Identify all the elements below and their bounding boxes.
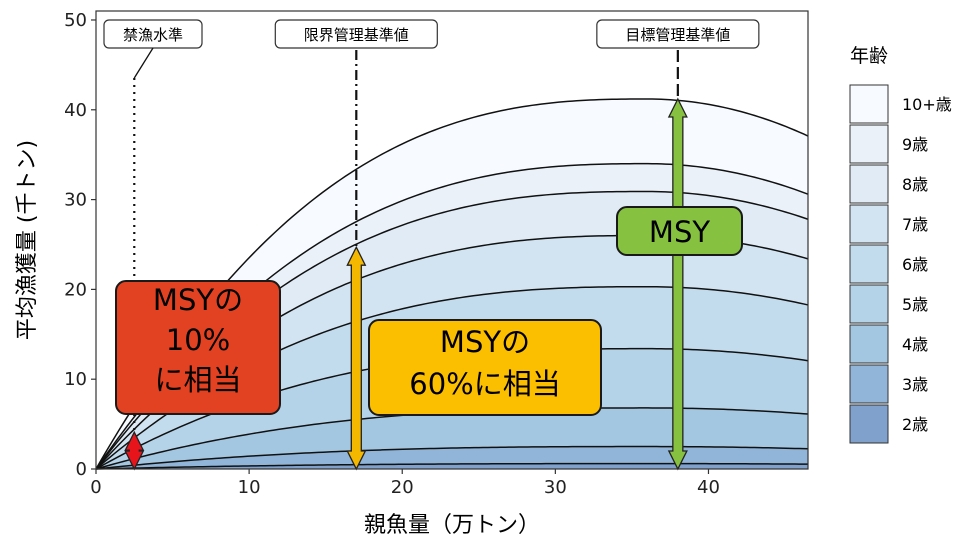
y-tick-label: 10: [64, 369, 87, 390]
ref-label-text: 目標管理基準値: [625, 26, 730, 44]
y-tick-label: 0: [76, 459, 87, 480]
legend-swatch: [849, 244, 889, 284]
callout-box: [115, 280, 281, 415]
legend-swatch: [849, 84, 889, 124]
x-tick-label: 10: [238, 477, 261, 498]
curve-2歳: [95, 462, 809, 470]
ref-label-box: [274, 19, 438, 49]
ref-label-text: 禁漁水準: [123, 26, 183, 44]
y-tick-label: 50: [64, 10, 87, 31]
legend-label: 4歳: [902, 335, 928, 354]
callout-text: MSY: [649, 215, 710, 249]
callout-text: MSYの: [153, 283, 243, 317]
legend-label: 8歳: [902, 175, 928, 194]
x-tick-label: 40: [697, 477, 720, 498]
callout-text: 60%に相当: [409, 367, 560, 401]
legend-title: 年齢: [850, 45, 888, 67]
x-tick-label: 30: [544, 477, 567, 498]
callout-text: に相当: [154, 363, 241, 397]
reference-labels: 禁漁水準 限界管理基準値 目標管理基準値: [103, 19, 760, 79]
area-2歳: [96, 463, 808, 469]
y-tick-label: 20: [64, 279, 87, 300]
legend-swatch: [849, 284, 889, 324]
legend-label: 10+歳: [902, 95, 952, 114]
callout-text: 10%: [166, 323, 230, 357]
legend-label: 9歳: [902, 135, 928, 154]
legend-swatch: [849, 164, 889, 204]
legend-swatch: [849, 364, 889, 404]
legend-label: 6歳: [902, 255, 928, 274]
x-axis-title: 親魚量（万トン）: [364, 513, 540, 538]
legend-label: 3歳: [902, 375, 928, 394]
ref-label-box: [596, 19, 760, 49]
callout-text: MSYの: [440, 325, 530, 359]
y-axis-title: 平均漁獲量 (千トン): [15, 140, 40, 340]
curve-3歳: [95, 445, 809, 470]
legend-swatch: [849, 204, 889, 244]
callout-box: [616, 206, 743, 256]
x-tick-label: 0: [90, 477, 101, 498]
legend-swatch: [849, 404, 889, 444]
legend-label: 5歳: [902, 295, 928, 314]
legend-label: 2歳: [902, 415, 928, 434]
ref-label-text: 限界管理基準値: [304, 26, 409, 44]
x-tick-label: 20: [391, 477, 414, 498]
y-tick-label: 30: [64, 190, 87, 211]
legend-label: 7歳: [902, 215, 928, 234]
legend-swatch: [849, 324, 889, 364]
callout-box: [368, 319, 602, 416]
legend: 年齢 10+歳 9歳 8歳 7歳 6歳 5歳 4歳 3歳 2歳: [849, 45, 952, 444]
axis-ticks: 0 10 20 30 40 0 10 20 30 40 50: [64, 10, 720, 498]
ref-label-leader: [133, 47, 154, 79]
legend-swatch: [849, 124, 889, 164]
plot-panel-border: [95, 10, 809, 470]
callouts: MSYの 10% に相当 MSYの 60%に相当 MSY: [115, 206, 743, 416]
y-tick-label: 40: [64, 100, 87, 121]
